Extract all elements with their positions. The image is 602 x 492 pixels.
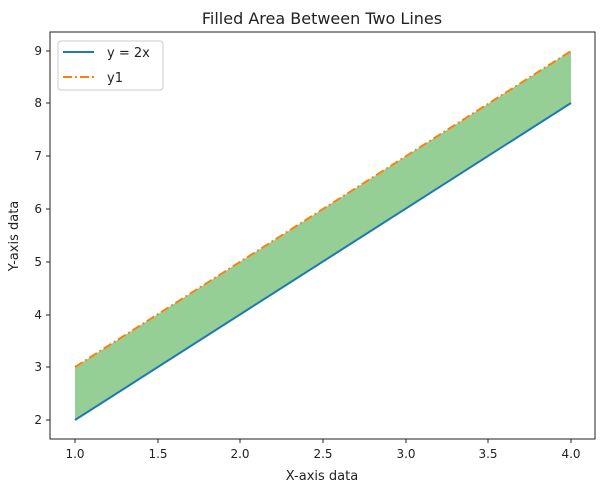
series-line-2x [74, 102, 572, 421]
y-tick-label: 6 [34, 202, 42, 216]
x-tick-label: 1.0 [65, 447, 84, 461]
legend: y = 2x y1 [57, 40, 164, 91]
y-ticks [46, 50, 50, 421]
legend-label: y1 [107, 71, 123, 86]
x-tick-label: 3.5 [478, 447, 497, 461]
x-tick-label: 2.0 [230, 447, 249, 461]
x-ticks [74, 439, 572, 443]
y-tick-label: 7 [34, 149, 42, 163]
y-tick-label: 8 [34, 96, 42, 110]
y-tick-label: 3 [34, 360, 42, 374]
y-tick-label: 4 [34, 308, 42, 322]
x-tick-label: 3.0 [396, 447, 415, 461]
x-tick-label: 4.0 [561, 447, 580, 461]
fill-between-area [75, 51, 571, 420]
x-tick-label: 2.5 [313, 447, 332, 461]
y-tick-label: 9 [34, 44, 42, 58]
chart-title: Filled Area Between Two Lines [202, 9, 442, 28]
y-tick-label: 5 [34, 255, 42, 269]
y-axis-label: Y-axis data [7, 201, 22, 273]
legend-label: y = 2x [107, 46, 150, 61]
y-tick-label: 2 [34, 413, 42, 427]
x-tick-label: 1.5 [148, 447, 167, 461]
series-line-y1 [74, 50, 572, 368]
x-axis-label: X-axis data [286, 469, 358, 484]
